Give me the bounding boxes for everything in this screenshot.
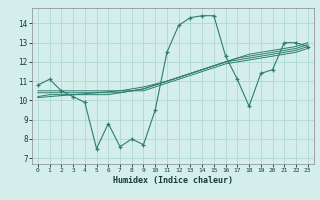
X-axis label: Humidex (Indice chaleur): Humidex (Indice chaleur) [113,176,233,185]
